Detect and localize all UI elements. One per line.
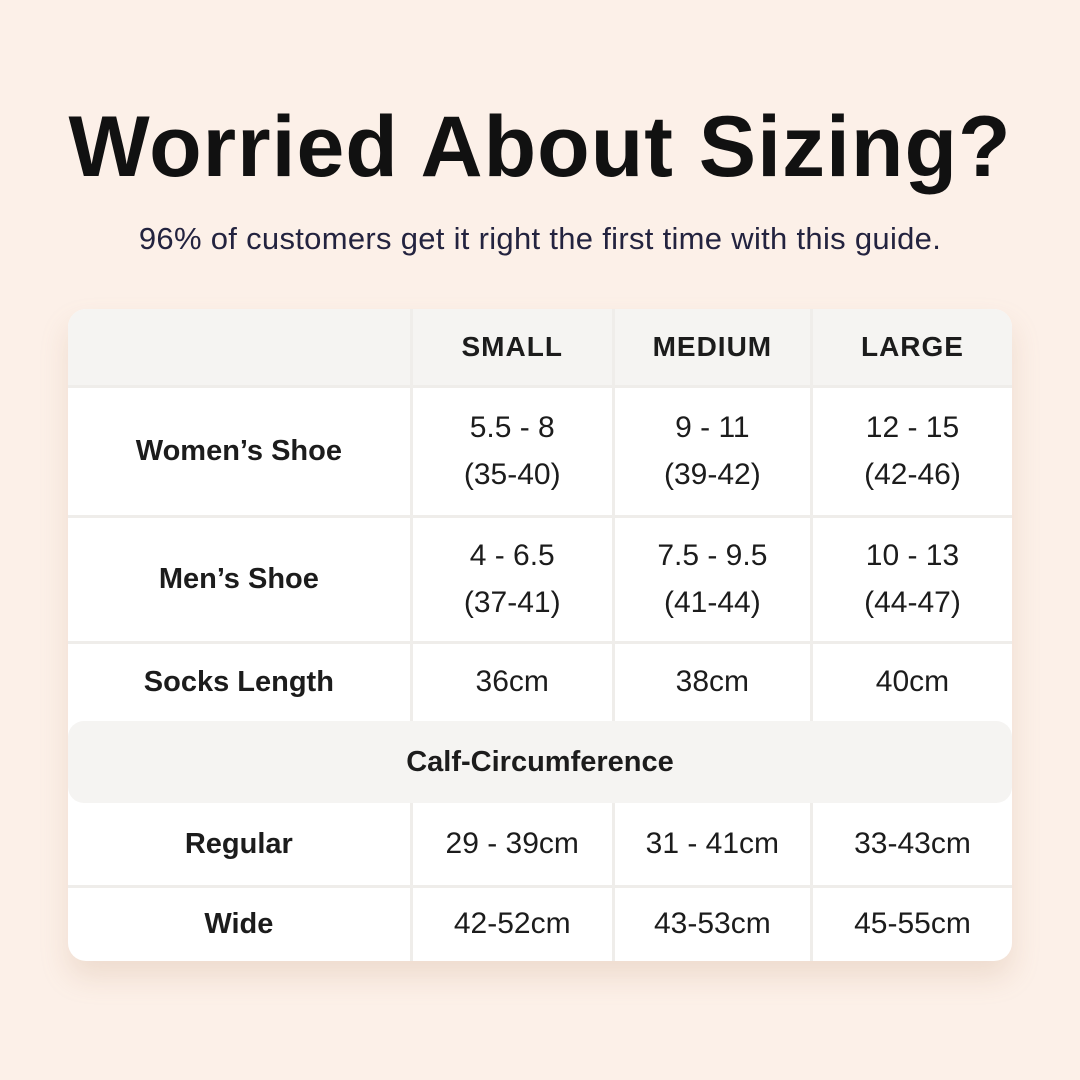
table-row-mens-shoe: Men’s Shoe 4 - 6.5 (37-41) 7.5 - 9.5 (41…: [68, 515, 1012, 641]
page-title: Worried About Sizing?: [68, 99, 1012, 195]
regular-large: 33-43cm: [809, 803, 1012, 885]
socks-length-medium: 38cm: [611, 644, 810, 721]
wide-small: 42-52cm: [409, 888, 612, 961]
size-guide-table: SMALL MEDIUM LARGE Women’s Shoe 5.5 - 8 …: [68, 309, 1012, 961]
womens-shoe-small: 5.5 - 8 (35-40): [409, 388, 612, 515]
womens-shoe-large: 12 - 15 (42-46): [809, 388, 1012, 515]
mens-shoe-large: 10 - 13 (44-47): [809, 518, 1012, 641]
table-header-row: SMALL MEDIUM LARGE: [68, 309, 1012, 385]
table-row-wide: Wide 42-52cm 43-53cm 45-55cm: [68, 885, 1012, 961]
regular-medium: 31 - 41cm: [611, 803, 810, 885]
corner-cell: [68, 309, 410, 385]
womens-shoe-medium: 9 - 11 (39-42): [611, 388, 810, 515]
wide-medium: 43-53cm: [611, 888, 810, 961]
page-subtitle: 96% of customers get it right the first …: [138, 221, 942, 256]
row-label-socks-length: Socks Length: [143, 666, 334, 698]
table-row-socks-length: Socks Length 36cm 38cm 40cm: [68, 641, 1012, 721]
socks-length-large: 40cm: [809, 644, 1012, 721]
column-header-medium: MEDIUM: [611, 309, 810, 385]
section-header-label: Calf-Circumference: [406, 745, 674, 778]
row-label-regular: Regular: [184, 827, 293, 860]
socks-length-small: 36cm: [409, 644, 612, 721]
column-header-small: SMALL: [409, 309, 612, 385]
wide-large: 45-55cm: [809, 888, 1012, 961]
mens-shoe-small: 4 - 6.5 (37-41): [409, 518, 612, 641]
row-label-womens-shoe: Women’s Shoe: [135, 435, 342, 467]
section-header-calf-circumference: Calf-Circumference: [68, 721, 1012, 803]
row-label-wide: Wide: [204, 908, 274, 940]
row-label-mens-shoe: Men’s Shoe: [158, 563, 319, 595]
regular-small: 29 - 39cm: [409, 803, 612, 885]
column-header-large: LARGE: [809, 309, 1012, 385]
mens-shoe-medium: 7.5 - 9.5 (41-44): [611, 518, 810, 641]
table-row-womens-shoe: Women’s Shoe 5.5 - 8 (35-40) 9 - 11 (39-…: [68, 385, 1012, 515]
table-row-regular: Regular 29 - 39cm 31 - 41cm 33-43cm: [68, 803, 1012, 885]
